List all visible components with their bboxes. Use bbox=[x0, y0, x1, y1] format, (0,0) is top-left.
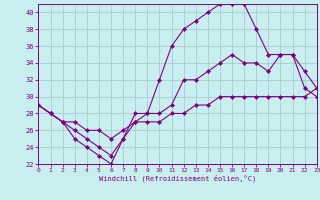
X-axis label: Windchill (Refroidissement éolien,°C): Windchill (Refroidissement éolien,°C) bbox=[99, 175, 256, 182]
